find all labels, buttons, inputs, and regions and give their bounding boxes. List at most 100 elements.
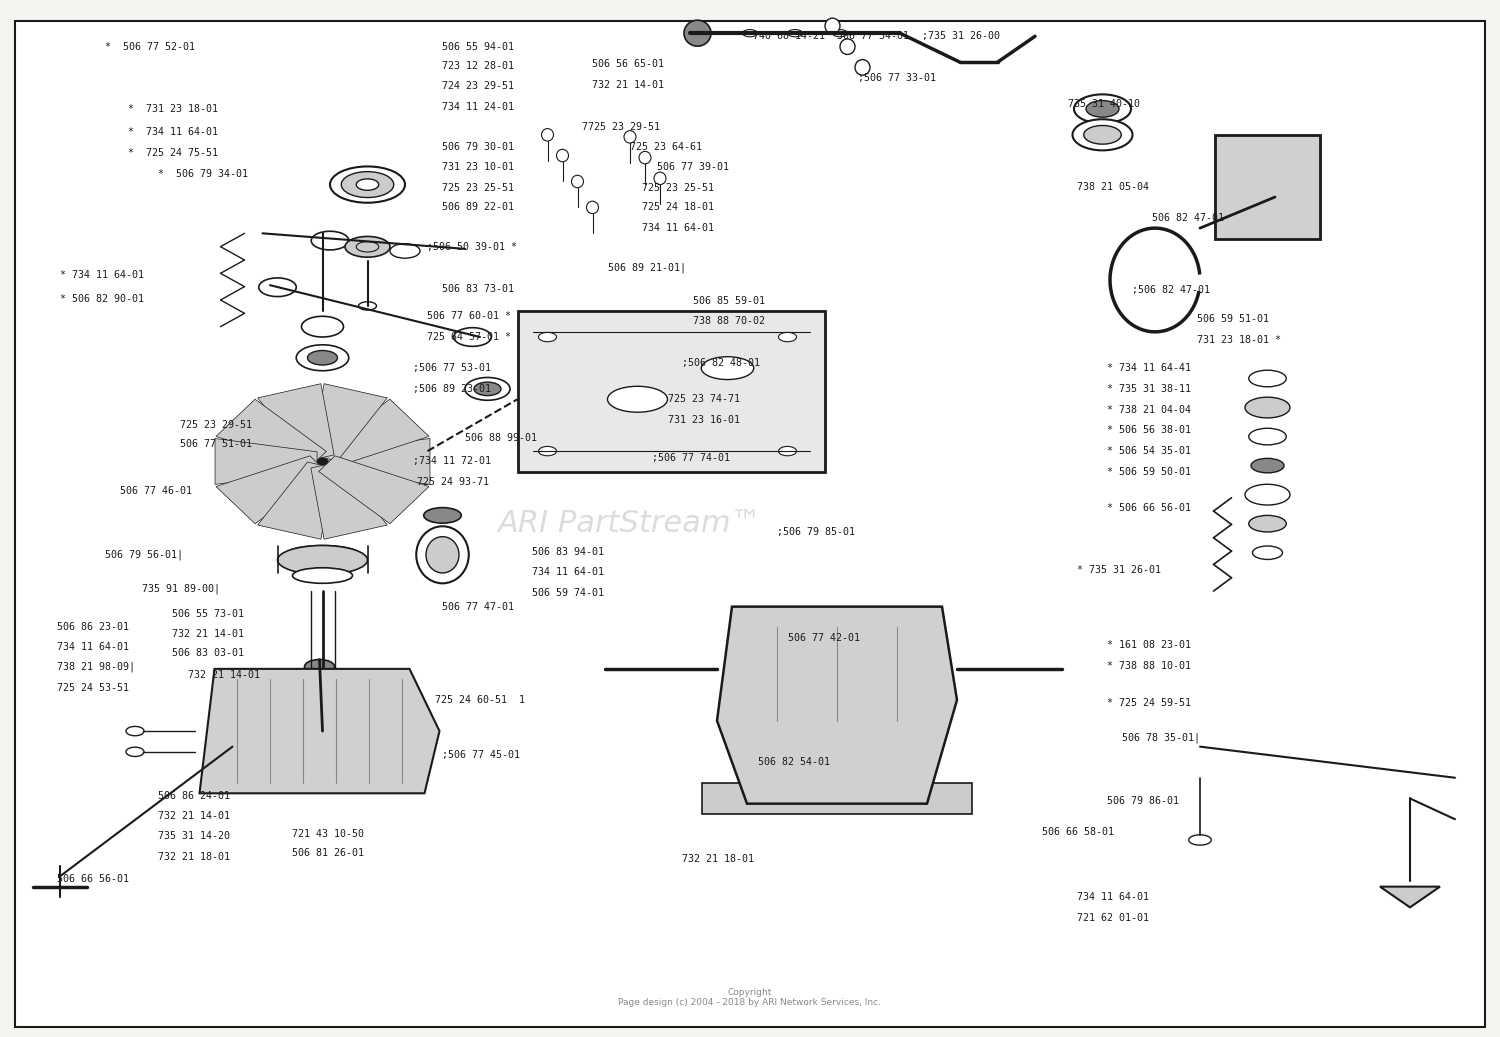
Text: 725 24 60-51  1: 725 24 60-51 1 [435, 695, 525, 705]
Text: ARI PartStream™: ARI PartStream™ [498, 509, 762, 538]
Ellipse shape [312, 231, 348, 250]
Ellipse shape [416, 527, 468, 584]
Text: 734 11 64-01: 734 11 64-01 [1077, 892, 1149, 902]
Text: 506 56 65-01: 506 56 65-01 [592, 59, 664, 69]
Bar [1215, 135, 1320, 239]
Text: 506 77 46-01: 506 77 46-01 [120, 485, 192, 496]
Text: 738 21 98-09|: 738 21 98-09| [57, 662, 135, 672]
Text: * 734 11 64-01: * 734 11 64-01 [60, 270, 144, 280]
Ellipse shape [1252, 546, 1282, 560]
Text: 506 79 86-01: 506 79 86-01 [1107, 795, 1179, 806]
Text: * 738 21 04-04: * 738 21 04-04 [1107, 404, 1191, 415]
Bar [518, 311, 825, 472]
Text: ;506 82 48-01: ;506 82 48-01 [682, 358, 760, 368]
Ellipse shape [423, 508, 462, 524]
Polygon shape [216, 399, 327, 467]
Text: 506 79 56-01|: 506 79 56-01| [105, 550, 183, 560]
Text: 506 79 30-01: 506 79 30-01 [442, 142, 514, 152]
Ellipse shape [302, 316, 344, 337]
Ellipse shape [572, 175, 584, 188]
Ellipse shape [1251, 458, 1284, 473]
Ellipse shape [303, 444, 340, 479]
Text: *  506 77 52-01: * 506 77 52-01 [105, 41, 195, 52]
Ellipse shape [225, 758, 240, 766]
Text: 506 86 24-01: 506 86 24-01 [158, 791, 230, 802]
Text: * 734 11 64-41: * 734 11 64-41 [1107, 363, 1191, 373]
Ellipse shape [308, 351, 338, 365]
Text: 506 66 58-01: 506 66 58-01 [1042, 826, 1114, 837]
Ellipse shape [1086, 101, 1119, 117]
Text: 506 77 51-01: 506 77 51-01 [180, 439, 252, 449]
Text: *  734 11 64-01: * 734 11 64-01 [128, 127, 218, 137]
Text: 725 24 93-71: 725 24 93-71 [417, 477, 489, 487]
Text: *  725 24 75-51: * 725 24 75-51 [128, 148, 218, 159]
Text: 738 88 70-02: 738 88 70-02 [693, 316, 765, 327]
Text: * 738 88 10-01: * 738 88 10-01 [1107, 661, 1191, 671]
Ellipse shape [778, 332, 796, 342]
Bar [702, 783, 972, 814]
Text: ;735 31 26-00: ;735 31 26-00 [922, 31, 1001, 41]
Ellipse shape [278, 545, 368, 574]
Text: *  506 79 34-01: * 506 79 34-01 [158, 169, 248, 179]
Text: 506 88 99-01: 506 88 99-01 [465, 432, 537, 443]
Text: 725 23 25-51: 725 23 25-51 [642, 183, 714, 193]
Text: 506 77 60-01 *: 506 77 60-01 * [427, 311, 512, 321]
Text: ;506 89 23-01: ;506 89 23-01 [413, 384, 491, 394]
Ellipse shape [1248, 515, 1286, 532]
Text: 725 24 53-51: 725 24 53-51 [57, 682, 129, 693]
Text: 506 82 47-01: 506 82 47-01 [1152, 213, 1224, 223]
Ellipse shape [292, 433, 352, 491]
Ellipse shape [390, 244, 420, 258]
Text: 506 81 26-01: 506 81 26-01 [292, 848, 364, 859]
Text: 735 31 14-20: 735 31 14-20 [158, 831, 230, 841]
Text: 506 83 03-01: 506 83 03-01 [172, 648, 244, 658]
Text: ;734 11 72-01: ;734 11 72-01 [413, 456, 491, 467]
Text: 734 11 24-01: 734 11 24-01 [442, 102, 514, 112]
Text: 506 78 35-01|: 506 78 35-01| [1122, 732, 1200, 742]
Ellipse shape [1083, 125, 1120, 144]
Text: 506 77 34-01: 506 77 34-01 [837, 31, 909, 41]
Ellipse shape [624, 131, 636, 143]
Text: 506 77 47-01: 506 77 47-01 [442, 601, 514, 612]
Ellipse shape [258, 278, 296, 297]
Text: ;506 79 85-01: ;506 79 85-01 [777, 527, 855, 537]
Ellipse shape [825, 19, 840, 34]
Polygon shape [328, 439, 430, 484]
Text: 738 21 05-04: 738 21 05-04 [1077, 181, 1149, 192]
Polygon shape [717, 607, 957, 804]
Text: 724 23 29-51: 724 23 29-51 [442, 81, 514, 91]
Ellipse shape [1188, 835, 1212, 845]
Ellipse shape [542, 129, 554, 141]
Text: 732 21 18-01: 732 21 18-01 [682, 853, 754, 864]
Ellipse shape [358, 302, 376, 310]
Text: 506 55 73-01: 506 55 73-01 [172, 609, 244, 619]
Ellipse shape [357, 179, 378, 191]
Ellipse shape [474, 383, 501, 396]
Ellipse shape [126, 727, 144, 736]
Ellipse shape [654, 172, 666, 185]
Text: 732 21 14-01: 732 21 14-01 [188, 670, 260, 680]
Text: 506 89 21-01|: 506 89 21-01| [608, 262, 686, 273]
Text: ;506 77 33-01: ;506 77 33-01 [858, 73, 936, 83]
Text: 506 55 94-01: 506 55 94-01 [442, 41, 514, 52]
Text: 732 21 14-01: 732 21 14-01 [172, 628, 244, 639]
Ellipse shape [225, 742, 240, 751]
Ellipse shape [778, 446, 796, 456]
Ellipse shape [639, 151, 651, 164]
Text: 506 85 59-01: 506 85 59-01 [693, 296, 765, 306]
Text: 725 23 64-61: 725 23 64-61 [630, 142, 702, 152]
Text: 725 64 57-01 *: 725 64 57-01 * [427, 332, 512, 342]
Polygon shape [1380, 887, 1440, 907]
Polygon shape [252, 739, 387, 752]
Ellipse shape [465, 377, 510, 400]
Polygon shape [310, 463, 387, 539]
Text: 721 43 10-50: 721 43 10-50 [292, 829, 364, 839]
Text: ;506 50 39-01 *: ;506 50 39-01 * [427, 242, 518, 252]
Text: * 735 31 26-01: * 735 31 26-01 [1077, 565, 1161, 576]
Polygon shape [258, 384, 334, 460]
Text: * 506 54 35-01: * 506 54 35-01 [1107, 446, 1191, 456]
Ellipse shape [315, 454, 330, 469]
Text: 732 21 14-01: 732 21 14-01 [592, 80, 664, 90]
Ellipse shape [292, 568, 352, 583]
Text: ;506 77 74-01: ;506 77 74-01 [652, 453, 730, 464]
